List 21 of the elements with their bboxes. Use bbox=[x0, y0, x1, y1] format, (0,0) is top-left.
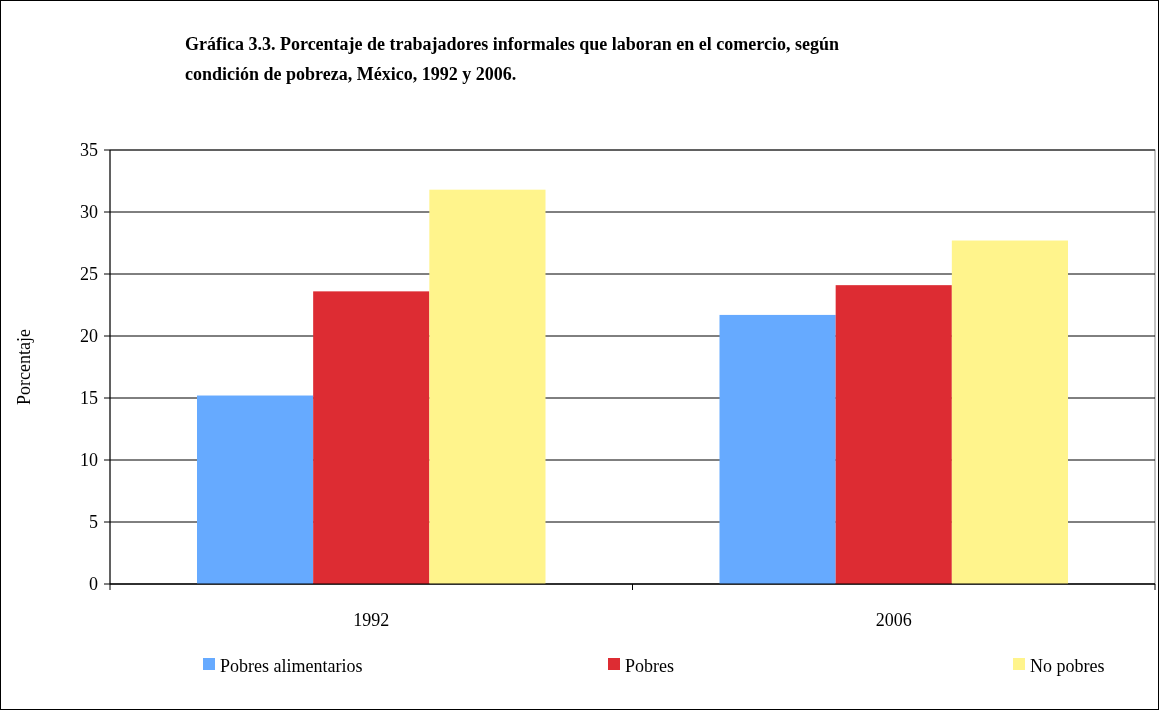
chart-title: Gráfica 3.3. Porcentaje de trabajadores informales que laboran en el comercio, según condición de pobreza, México, 1992 y 2006. bbox=[185, 34, 839, 84]
bar bbox=[719, 314, 836, 584]
y-tick-label: 10 bbox=[80, 450, 98, 471]
y-tick-label: 20 bbox=[80, 326, 98, 347]
bar bbox=[429, 189, 546, 584]
x-tick-label: 1992 bbox=[353, 610, 390, 630]
bar bbox=[835, 285, 952, 584]
bar bbox=[197, 395, 314, 584]
bar bbox=[313, 291, 430, 584]
y-axis-title: Porcentaje bbox=[14, 329, 34, 405]
legend-label: Pobres alimentarios bbox=[220, 656, 363, 677]
y-tick-label: 25 bbox=[80, 264, 98, 285]
bar bbox=[951, 240, 1068, 584]
y-tick-label: 5 bbox=[89, 512, 98, 533]
x-tick-label: 2006 bbox=[875, 610, 912, 630]
y-tick-label: 30 bbox=[80, 202, 98, 223]
y-tick-label: 0 bbox=[89, 574, 98, 595]
legend-label: Pobres bbox=[625, 656, 674, 677]
y-tick-label: 15 bbox=[80, 388, 98, 409]
y-tick-label: 35 bbox=[80, 140, 98, 161]
legend-label: No pobres bbox=[1030, 656, 1105, 677]
